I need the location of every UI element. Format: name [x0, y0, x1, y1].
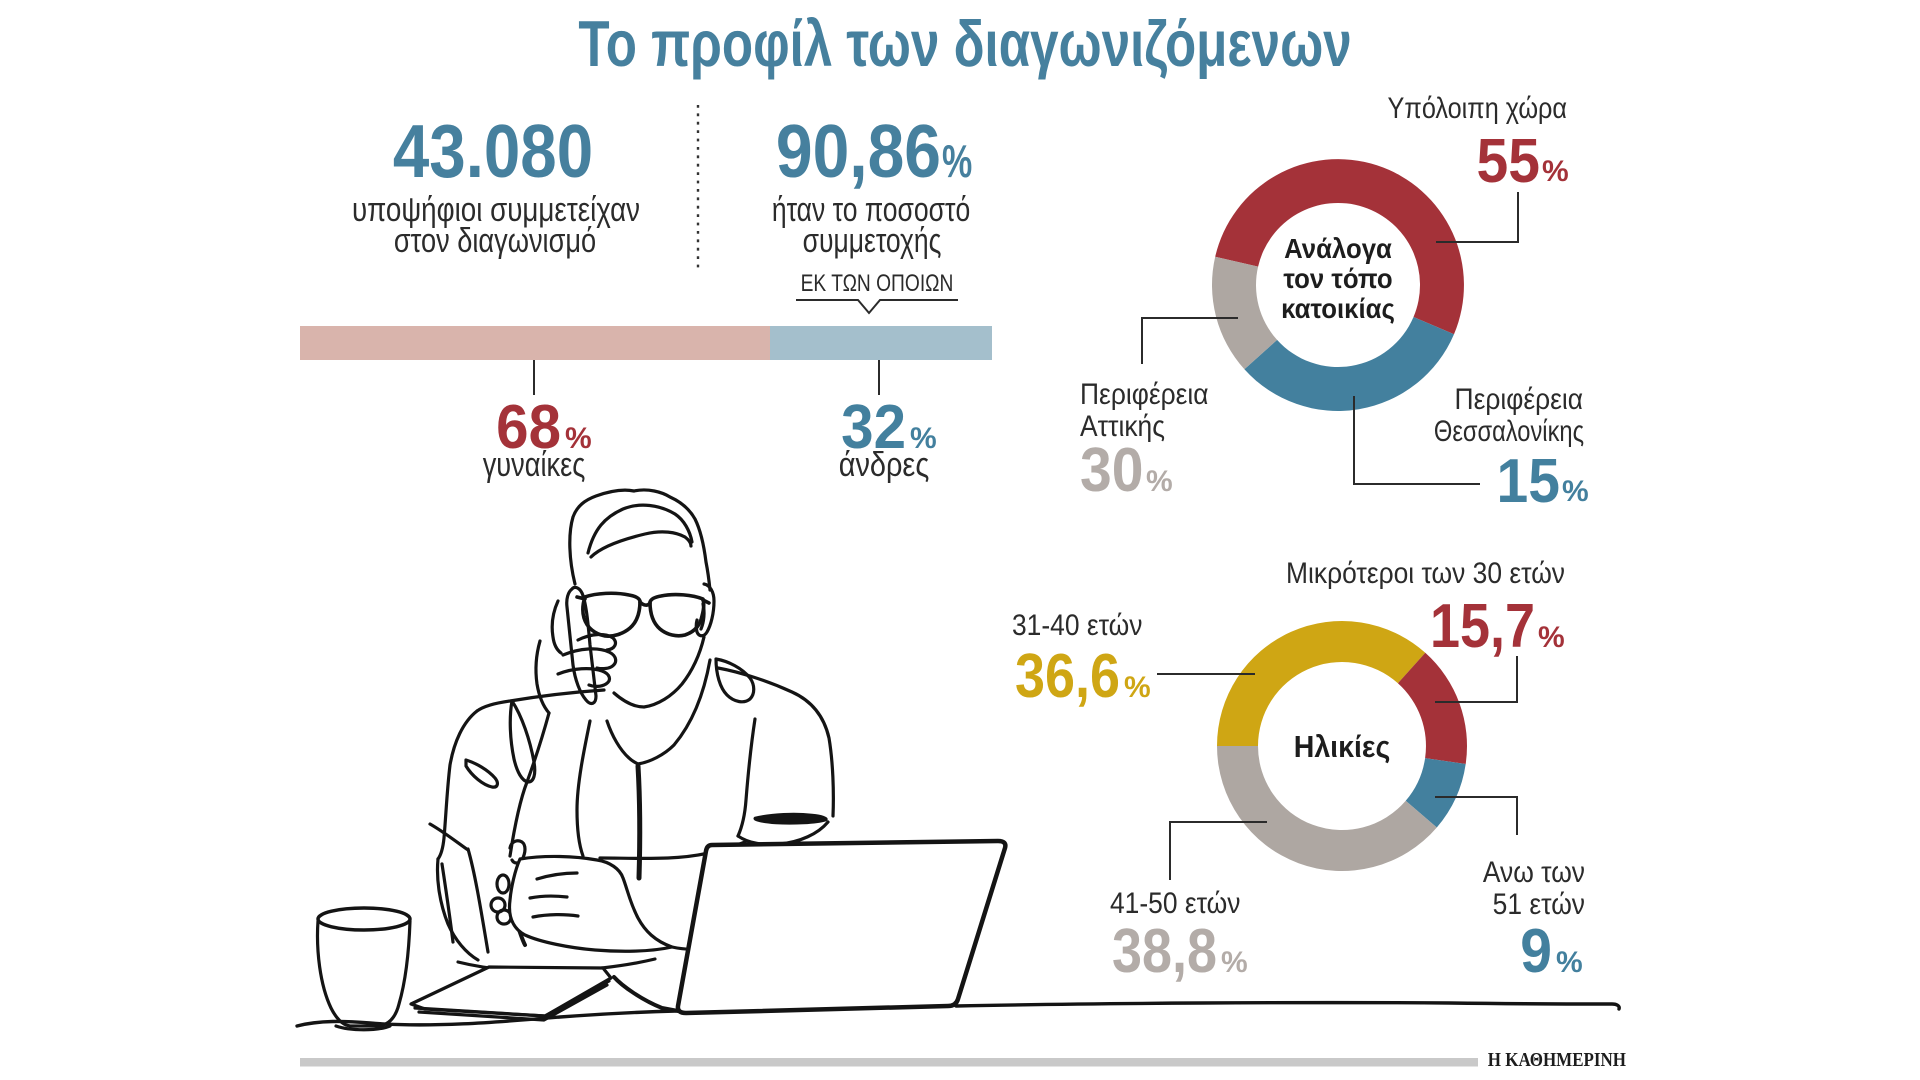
svg-text:κατοικίας: κατοικίας [1281, 293, 1395, 324]
svg-text:Ανάλογα: Ανάλογα [1284, 233, 1392, 264]
svg-text:15: 15 [1497, 446, 1560, 516]
svg-text:%: % [1542, 155, 1569, 188]
svg-text:Το προφίλ των διαγωνιζόμενων: Το προφίλ των διαγωνιζόμενων [578, 8, 1351, 80]
svg-text:%: % [1146, 465, 1173, 498]
svg-text:ήταν το ποσοστό: ήταν το ποσοστό [772, 191, 970, 229]
svg-text:51 ετών: 51 ετών [1493, 886, 1585, 920]
svg-text:υποψήφιοι συμμετείχαν: υποψήφιοι συμμετείχαν [352, 190, 640, 228]
svg-text:%: % [565, 422, 592, 455]
svg-text:Ανω των: Ανω των [1483, 854, 1585, 888]
svg-text:38,8: 38,8 [1112, 917, 1217, 986]
svg-text:άνδρες: άνδρες [839, 445, 929, 484]
svg-text:%: % [942, 135, 972, 187]
svg-text:%: % [1562, 475, 1589, 508]
svg-text:Η ΚΑΘΗΜΕΡΙΝΗ: Η ΚΑΘΗΜΕΡΙΝΗ [1488, 1049, 1627, 1072]
svg-text:55: 55 [1477, 126, 1540, 196]
svg-text:%: % [1221, 946, 1248, 979]
svg-text:9: 9 [1520, 916, 1552, 986]
svg-text:%: % [910, 422, 937, 455]
svg-text:43.080: 43.080 [393, 109, 593, 193]
svg-text:32: 32 [841, 392, 906, 461]
svg-text:ΕΚ ΤΩΝ ΟΠΟΙΩΝ: ΕΚ ΤΩΝ ΟΠΟΙΩΝ [801, 269, 954, 297]
svg-text:30: 30 [1080, 435, 1143, 505]
svg-text:%: % [1538, 621, 1565, 654]
svg-text:Θεσσαλονίκης: Θεσσαλονίκης [1434, 414, 1584, 447]
svg-text:Περιφέρεια: Περιφέρεια [1080, 376, 1208, 410]
svg-text:90,86: 90,86 [776, 109, 941, 193]
svg-text:%: % [1556, 946, 1583, 979]
svg-text:Ηλικίες: Ηλικίες [1294, 730, 1391, 764]
svg-text:Αττικής: Αττικής [1080, 408, 1165, 442]
svg-text:γυναίκες: γυναίκες [483, 445, 586, 484]
svg-text:στον διαγωνισμό: στον διαγωνισμό [394, 221, 596, 260]
svg-text:συμμετοχής: συμμετοχής [803, 222, 942, 260]
svg-text:%: % [1124, 671, 1151, 704]
svg-text:31-40 ετών: 31-40 ετών [1012, 607, 1142, 641]
svg-text:15,7: 15,7 [1430, 592, 1535, 661]
svg-text:36,6: 36,6 [1015, 642, 1120, 711]
svg-text:τον τόπο: τον τόπο [1283, 263, 1392, 294]
svg-text:68: 68 [496, 392, 561, 461]
svg-text:Μικρότεροι των 30 ετών: Μικρότεροι των 30 ετών [1286, 555, 1565, 589]
svg-text:41-50 ετών: 41-50 ετών [1110, 885, 1240, 919]
svg-text:Υπόλοιπη χώρα: Υπόλοιπη χώρα [1388, 91, 1567, 125]
svg-text:Περιφέρεια: Περιφέρεια [1455, 381, 1583, 415]
